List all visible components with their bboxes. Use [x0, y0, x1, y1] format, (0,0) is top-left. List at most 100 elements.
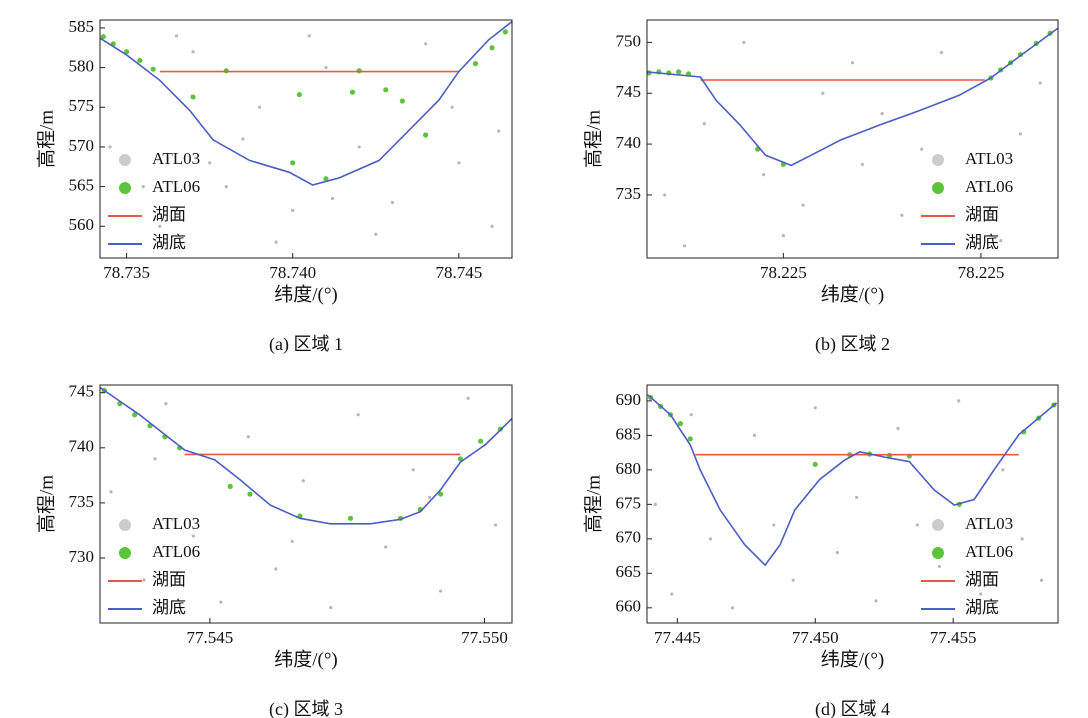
- point: [742, 40, 746, 44]
- x-tick-label: 77.545: [186, 628, 233, 647]
- point: [428, 495, 432, 499]
- point: [307, 34, 311, 38]
- point: [132, 412, 138, 418]
- y-tick-label: 735: [69, 492, 95, 511]
- y-tick-label: 675: [616, 493, 642, 512]
- point: [860, 162, 864, 167]
- point: [478, 438, 484, 444]
- y-tick-label: 685: [616, 424, 642, 443]
- y-tick-label: 745: [69, 382, 95, 401]
- x-tick-label: 78.745: [435, 263, 482, 282]
- legend-label: 湖底: [965, 233, 999, 252]
- x-tick-label: 78.225: [760, 263, 807, 282]
- point: [137, 57, 143, 64]
- point: [493, 523, 498, 527]
- point: [323, 176, 329, 182]
- point: [489, 45, 495, 51]
- y-tick-label: 740: [616, 133, 642, 152]
- point: [821, 91, 825, 95]
- point: [247, 491, 253, 497]
- point: [791, 578, 795, 582]
- legend-label: 湖面: [965, 570, 999, 589]
- point: [123, 49, 130, 55]
- point: [291, 208, 295, 212]
- legend-swatch: [119, 154, 131, 166]
- point: [142, 578, 146, 582]
- point: [347, 515, 354, 521]
- x-tick-label: 78.740: [269, 263, 316, 282]
- point: [257, 105, 262, 109]
- point: [150, 66, 156, 72]
- point: [1039, 578, 1044, 582]
- x-tick-label: 78.735: [103, 263, 150, 282]
- line-series: [100, 20, 512, 186]
- point: [324, 66, 328, 70]
- x-tick-label: 77.455: [930, 628, 977, 647]
- y-tick-label: 740: [69, 437, 95, 456]
- point: [208, 161, 212, 165]
- y-tick-label: 690: [616, 390, 642, 409]
- plot-area: [100, 20, 512, 244]
- point: [702, 122, 706, 126]
- point: [957, 399, 961, 403]
- legend-swatch: [932, 547, 944, 559]
- legend-label: 湖底: [965, 598, 999, 617]
- point: [687, 436, 693, 442]
- line-series: [100, 386, 512, 525]
- point: [874, 599, 878, 603]
- plot-area: [647, 394, 1058, 610]
- point: [979, 592, 983, 596]
- legend-label: ATL03: [152, 514, 200, 533]
- point: [900, 213, 904, 217]
- point: [100, 34, 106, 40]
- point: [164, 402, 168, 406]
- point: [438, 589, 443, 593]
- point: [999, 239, 1003, 243]
- point: [274, 567, 278, 571]
- legend-label: ATL03: [152, 149, 200, 168]
- point: [472, 61, 479, 67]
- point: [390, 200, 394, 205]
- point: [1020, 537, 1024, 541]
- y-tick-label: 730: [69, 547, 95, 566]
- point: [502, 29, 508, 35]
- legend-label: ATL06: [965, 542, 1013, 561]
- y-tick-label: 665: [616, 562, 642, 581]
- point: [730, 606, 735, 610]
- x-tick-label: 77.550: [461, 628, 508, 647]
- point: [191, 50, 195, 54]
- legend-label: ATL06: [152, 542, 200, 561]
- point: [813, 406, 817, 410]
- legend-swatch: [932, 519, 944, 531]
- point: [190, 94, 196, 100]
- point: [457, 161, 461, 165]
- legend-label: 湖底: [152, 233, 186, 252]
- y-tick-label: 575: [69, 96, 95, 115]
- point: [191, 534, 195, 538]
- point: [457, 456, 463, 462]
- caption: (d) 区域 4: [815, 699, 890, 718]
- point: [108, 145, 112, 149]
- point: [301, 479, 305, 483]
- point: [290, 539, 294, 544]
- point: [423, 132, 429, 138]
- point: [772, 523, 776, 527]
- y-tick-label: 670: [616, 528, 642, 547]
- x-tick-label: 78.225: [958, 263, 1005, 282]
- x-axis-label: 纬度/(°): [274, 648, 338, 670]
- legend-swatch: [932, 182, 944, 194]
- legend-swatch: [119, 547, 131, 559]
- point: [290, 160, 296, 166]
- point: [676, 69, 682, 75]
- point: [682, 244, 687, 248]
- y-tick-label: 660: [616, 597, 642, 616]
- point: [356, 68, 362, 74]
- point: [227, 483, 233, 489]
- point: [1018, 132, 1023, 136]
- frame: [646, 19, 1059, 259]
- point: [383, 87, 389, 93]
- line-series: [647, 27, 1058, 167]
- y-tick-label: 560: [69, 215, 95, 234]
- point: [663, 193, 667, 197]
